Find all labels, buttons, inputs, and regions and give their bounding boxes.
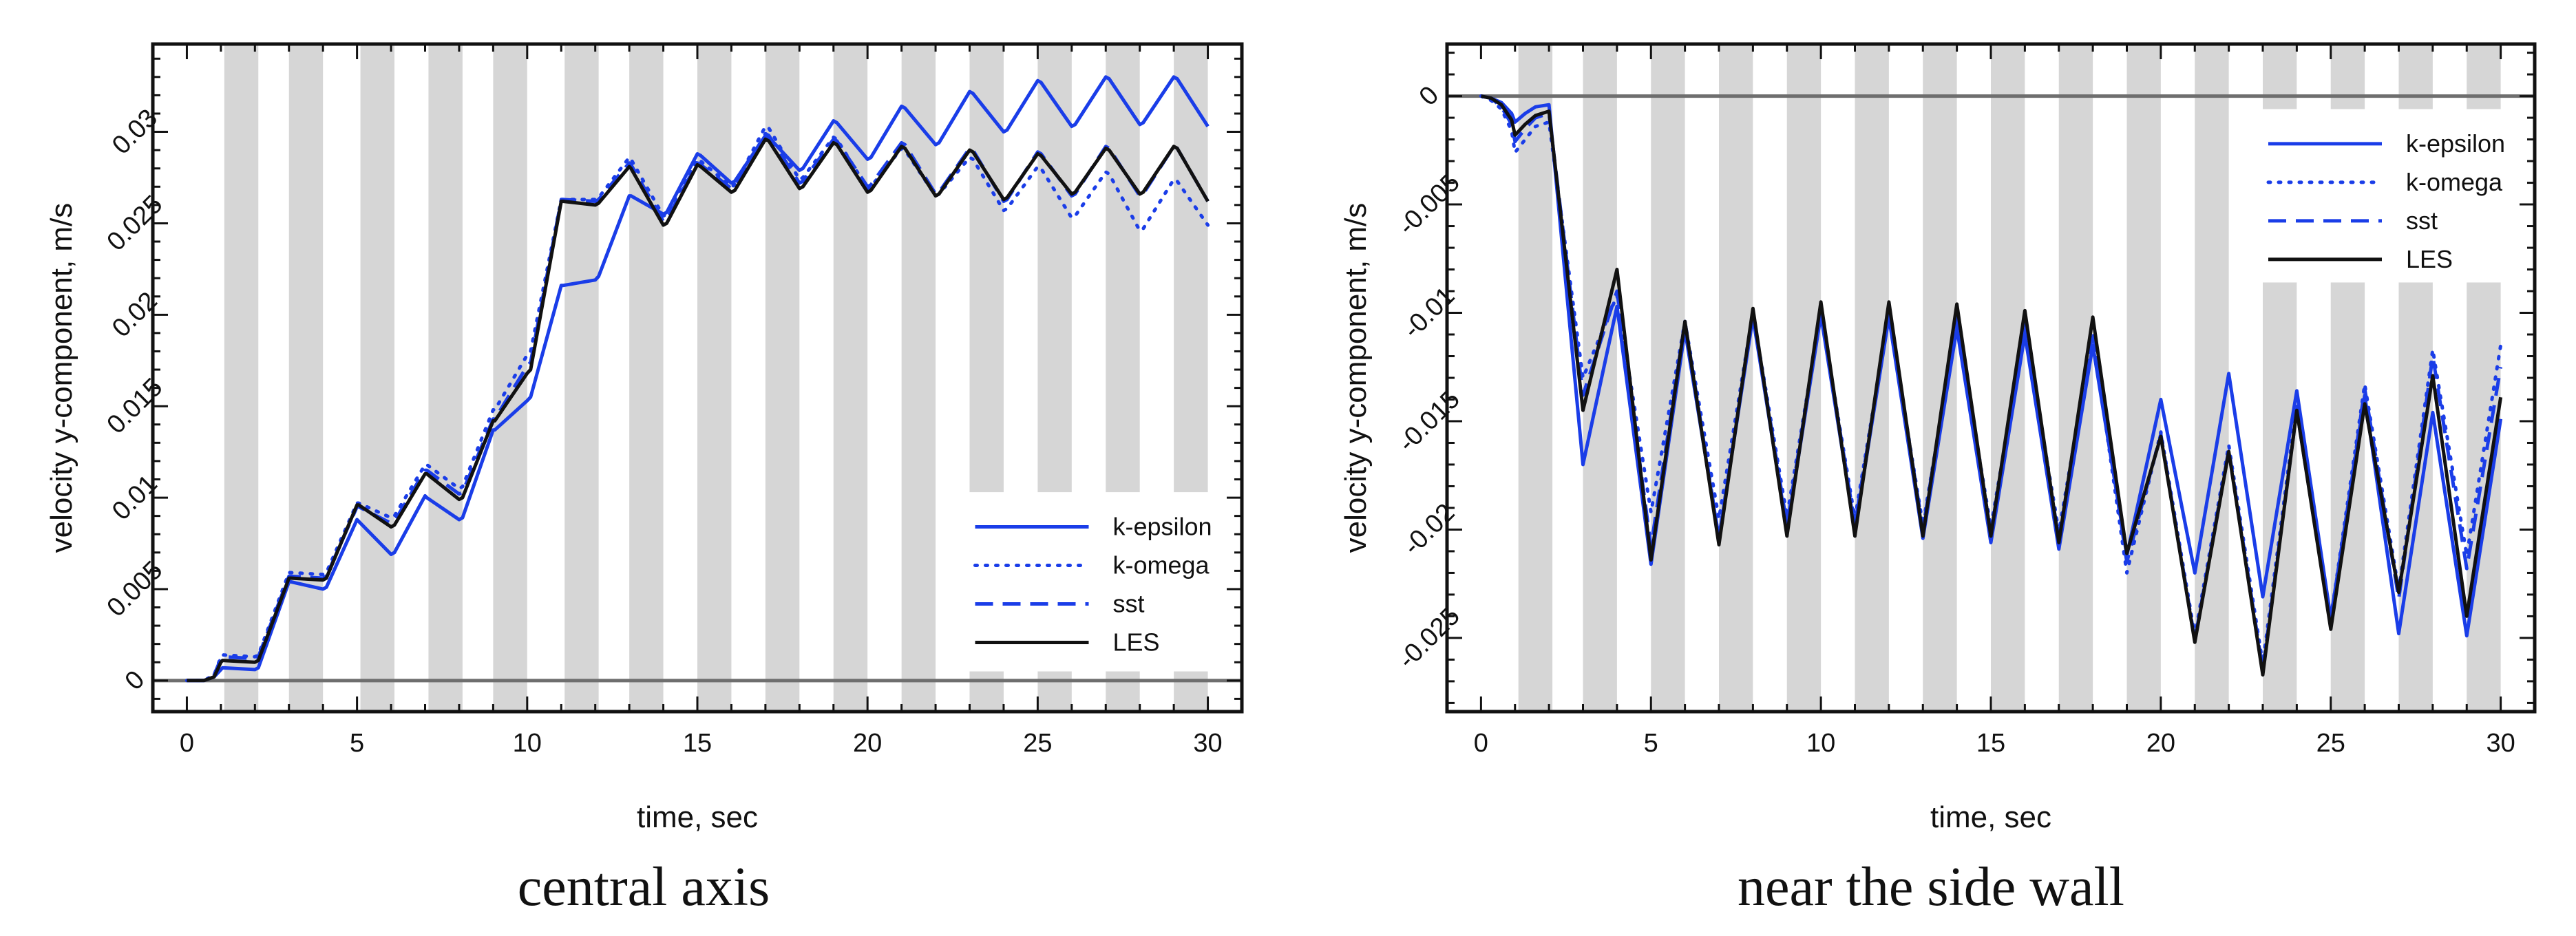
gray-band	[1991, 44, 2025, 712]
gray-band	[1651, 44, 1685, 712]
legend-label-sst: sst	[2406, 206, 2438, 235]
series-les	[1480, 94, 2503, 677]
gray-band	[629, 44, 664, 712]
gray-band	[2467, 44, 2501, 109]
x-tick-label: 20	[2146, 729, 2175, 758]
gray-band	[224, 44, 259, 712]
gray-band	[1106, 671, 1140, 712]
x-tick-label: 15	[1976, 729, 2005, 758]
x-tick-label: 25	[1023, 729, 1052, 758]
gray-band	[2398, 282, 2433, 712]
x-tick-label: 25	[2316, 729, 2345, 758]
gray-band	[1786, 44, 1822, 712]
x-tick-label: 15	[683, 729, 712, 758]
series-les	[187, 137, 1210, 683]
x-axis-label: time, sec	[637, 800, 758, 834]
gray-band	[1855, 44, 1889, 712]
legend-label-les: LES	[1113, 628, 1160, 656]
y-axis-label: velocity y-component, m/s	[1339, 203, 1373, 553]
gray-band	[2263, 44, 2297, 109]
gray-band	[1174, 671, 1208, 712]
x-axis-label: time, sec	[1930, 800, 2051, 834]
legend-label-k-omega: k-omega	[1113, 551, 1210, 579]
gray-bands	[224, 44, 1208, 712]
gray-band	[697, 44, 732, 712]
y-tick-label: 0	[1414, 81, 1445, 111]
legend-label-sst: sst	[1113, 589, 1145, 617]
gray-band	[1518, 44, 1553, 712]
x-tick-label: 30	[1193, 729, 1222, 758]
x-tick-label: 0	[180, 729, 194, 758]
legend: k-epsilon k-omega sst LES	[973, 512, 1212, 656]
y-tick-label: 0	[120, 665, 151, 696]
gray-band	[288, 44, 324, 712]
gray-band	[2398, 44, 2433, 109]
x-tick-label: 10	[1806, 729, 1835, 758]
gray-band	[969, 44, 1004, 493]
chart-near-side-wall: 0 5 10 15 20 25 300-0.005-0.01-0.015-0.02-0.02…	[1339, 42, 2537, 917]
gray-band	[1719, 44, 1753, 712]
series-group	[184, 75, 1210, 683]
legend-label-k-omega: k-omega	[2406, 168, 2503, 196]
gray-band	[1923, 44, 1957, 712]
x-tick-label: 30	[2486, 729, 2515, 758]
gray-band	[1106, 44, 1140, 493]
x-tick-label: 5	[350, 729, 364, 758]
legend-label-k-epsilon: k-epsilon	[1113, 512, 1212, 540]
gray-band	[360, 44, 395, 712]
gray-band	[1037, 44, 1072, 493]
gray-band	[2126, 44, 2161, 712]
x-tick-label: 20	[853, 729, 882, 758]
series-k-epsilon	[187, 75, 1210, 683]
gray-band	[833, 44, 868, 712]
chart-central-axis: 0 5 10 15 20 25 3000.0050.010.0150.020.0250.03…	[45, 42, 1244, 917]
y-axis-label: velocity y-component, m/s	[45, 203, 78, 553]
gray-bands	[1518, 44, 2501, 712]
gray-band	[564, 44, 599, 712]
gray-band	[1037, 671, 1072, 712]
gray-band	[2330, 44, 2365, 109]
gray-band	[969, 671, 1004, 712]
x-tick-label: 5	[1644, 729, 1658, 758]
x-tick-label: 10	[513, 729, 542, 758]
x-tick-label: 0	[1474, 729, 1488, 758]
legend-label-les: LES	[2406, 245, 2453, 273]
series-group	[1479, 94, 2503, 677]
legend-label-k-epsilon: k-epsilon	[2406, 129, 2505, 158]
panel-caption: central axis	[518, 857, 770, 917]
gray-band	[428, 44, 463, 712]
gray-band	[1174, 44, 1208, 493]
legend: k-epsilon k-omega sst LES	[2266, 129, 2505, 273]
panel-caption: near the side wall	[1738, 857, 2124, 917]
